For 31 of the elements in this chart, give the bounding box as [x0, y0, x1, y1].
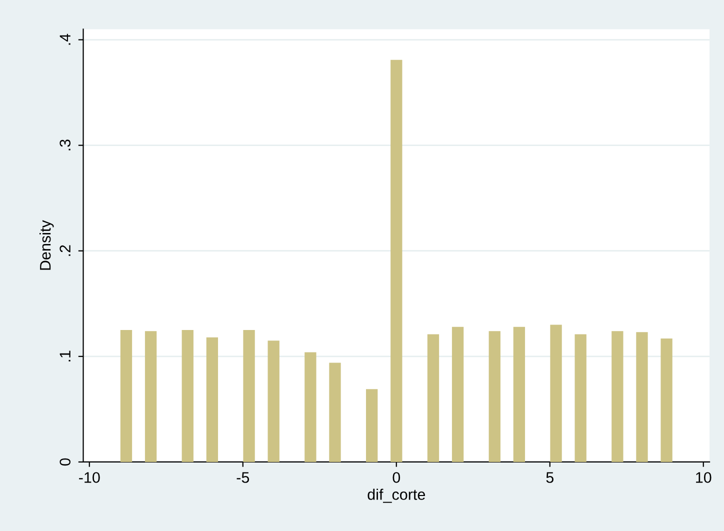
- bar: [612, 331, 624, 462]
- bar: [120, 330, 132, 462]
- bar: [329, 362, 341, 462]
- bar: [513, 326, 526, 462]
- bar: [427, 334, 440, 462]
- y-tick-label: .1: [60, 350, 70, 362]
- bar: [390, 60, 402, 462]
- x-tick-label: 10: [696, 472, 712, 483]
- x-tick-label: 0: [392, 472, 400, 483]
- bar: [574, 334, 586, 462]
- y-tick-label: .4: [60, 34, 70, 45]
- y-tick-label: .2: [60, 245, 70, 256]
- bar: [243, 330, 255, 462]
- y-axis-title: Density: [40, 220, 54, 270]
- bar: [366, 389, 378, 462]
- bar: [206, 337, 218, 462]
- bar: [144, 331, 157, 462]
- bar: [636, 332, 648, 462]
- x-tick-label: -10: [79, 472, 100, 483]
- bar: [660, 338, 672, 462]
- x-axis-title: dif_corte: [368, 488, 426, 503]
- x-tick-label: -5: [236, 472, 250, 483]
- y-tick-label: 0: [60, 458, 71, 466]
- bar: [488, 331, 500, 462]
- x-tick-label: 5: [546, 472, 554, 483]
- bar: [550, 324, 562, 462]
- bar: [452, 326, 464, 462]
- bar: [304, 352, 316, 462]
- y-tick-label: .3: [60, 140, 71, 150]
- bar: [182, 330, 194, 462]
- bar: [268, 340, 280, 462]
